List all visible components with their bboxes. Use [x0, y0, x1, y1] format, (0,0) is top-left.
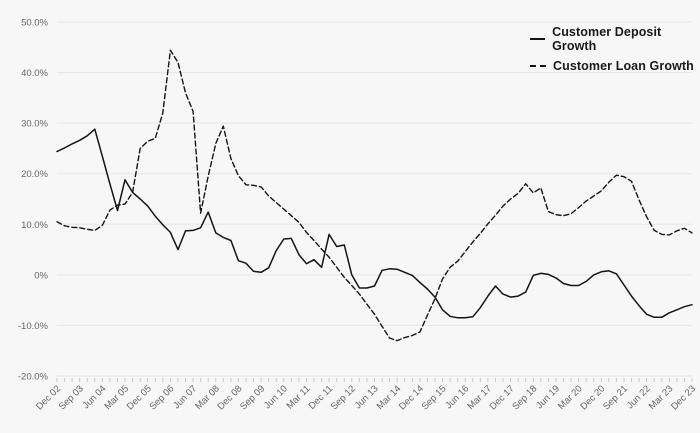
x-axis-label: Dec 23: [669, 383, 698, 412]
y-axis-label: 30.0%: [21, 119, 48, 130]
y-axis-label: 50.0%: [21, 18, 48, 29]
x-axis-label: Sep 03: [57, 383, 86, 412]
x-axis-label: Sep 06: [147, 383, 176, 412]
x-axis-label: Mar 11: [284, 383, 312, 411]
series-line-customer-deposit-growth[interactable]: [56, 128, 693, 319]
series-line-customer-loan-growth[interactable]: [56, 49, 693, 342]
x-axis-label: Sep 18: [510, 383, 539, 412]
x-axis-label: Sep 12: [329, 383, 358, 412]
legend: Customer Deposit Growth Customer Loan Gr…: [530, 25, 700, 73]
y-axis-label: -20.0%: [18, 372, 49, 383]
dashed-line-swatch: [530, 65, 546, 67]
y-axis-label: -10.0%: [18, 321, 49, 332]
y-axis-label: 20.0%: [21, 169, 48, 180]
legend-label: Customer Deposit Growth: [552, 25, 662, 53]
y-axis-label: 0%: [34, 270, 48, 281]
x-axis-label: Sep 09: [238, 383, 267, 412]
legend-item-customer-loan-growth[interactable]: Customer Loan Growth: [530, 59, 700, 73]
legend-item-customer-deposit-growth[interactable]: Customer Deposit Growth: [530, 25, 700, 53]
x-axis-label: Sep 21: [601, 383, 630, 412]
solid-line-swatch: [530, 38, 546, 40]
x-axis-label: Jun 10: [262, 383, 290, 411]
y-axis-label: 10.0%: [21, 220, 48, 231]
y-axis-label: 40.0%: [21, 68, 48, 79]
legend-label: Customer Loan Growth: [553, 59, 694, 73]
x-axis-label: Sep 15: [420, 383, 449, 412]
